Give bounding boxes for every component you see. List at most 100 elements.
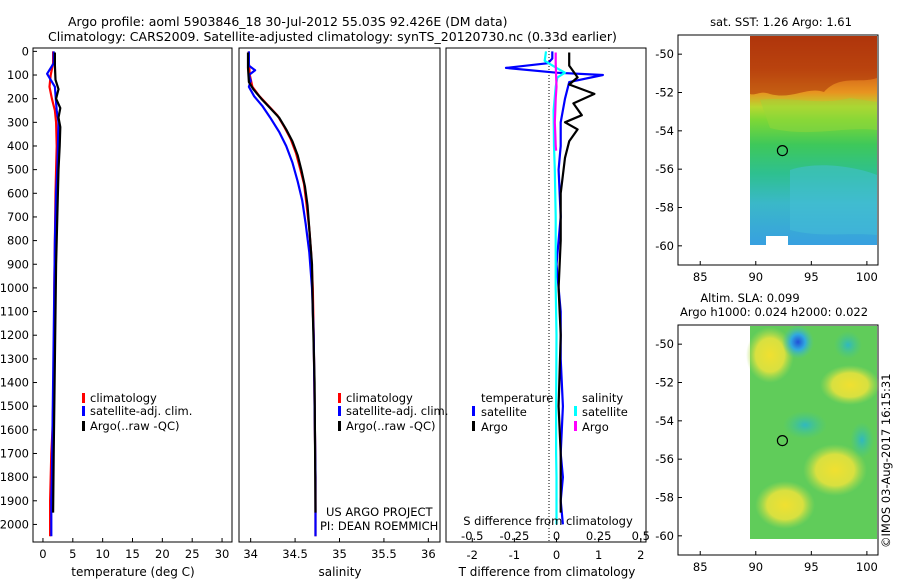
difference-s-ticks: -0.5 -0.25 0 0.25 0.5 [461,529,650,543]
t-difference-xlabel: T difference from climatology [458,565,636,579]
y-tick-label: 1800 [0,470,29,484]
series-line-argo-raw-qc [246,52,317,513]
lat-tick-label: -56 [655,452,674,466]
sla-blue-eddy [782,325,814,359]
y-tick-label: 1200 [0,328,29,342]
lon-tick-label: 90 [748,270,763,284]
sla-map-lat-ticks: -50 -52 -54 -56 -58 -60 [655,337,682,543]
y-tick-label: 600 [7,186,29,200]
y-tick-label: 500 [7,163,29,177]
sla-map-panel: Altim. SLA: 0.099 Argo h1000: 0.024 h200… [655,291,880,574]
x-tick-label: 15 [125,547,140,561]
legend-label-argo: Argo(..raw -QC) [90,419,180,433]
x-tick-label: 34.5 [282,547,308,561]
lon-tick-label: 95 [804,560,819,574]
x-tick-label: 5 [69,547,76,561]
salinity-panel: 34 34.5 35 35.5 36 salinity climatology sate… [238,47,448,579]
lat-tick-label: -52 [655,376,674,390]
x-tick-label: 35.5 [371,547,397,561]
lon-tick-label: 85 [693,560,708,574]
imos-credit: ©IMOS 03-Aug-2017 16:15:31 [879,373,893,548]
sst-map-title: sat. SST: 1.26 Argo: 1.61 [710,15,852,29]
sla-yellow-eddy [746,327,794,383]
y-tick-label: 1500 [0,399,29,413]
legend-swatch-sal-argo [574,421,577,431]
temperature-y-ticks: 0 100 200 300 400 500 600 700 800 900 1000 1100 1200… [0,44,37,531]
legend-label-satellite: satellite-adj. clim. [346,404,448,418]
y-tick-label: 1900 [0,494,29,508]
legend-swatch-temp-argo [472,421,475,431]
figure-title-line2: Climatology: CARS2009. Satellite-adjuste… [48,29,617,44]
x-tick-label: 25 [185,547,200,561]
legend-swatch-satellite [338,406,341,416]
lat-tick-label: -60 [655,239,674,253]
sla-yellow-eddy [820,365,880,405]
x-tick-label: 0 [553,548,560,562]
lat-tick-label: -54 [655,414,674,428]
legend-label-climatology: climatology [346,391,413,405]
sla-yellow-eddy [755,481,815,529]
salinity-x-ticks: 34 34.5 35 35.5 36 [243,538,436,561]
x-tick-label: 10 [95,547,110,561]
s-tick-label: 0 [553,529,560,543]
x-tick-label: 35 [332,547,347,561]
y-tick-label: 400 [7,139,29,153]
lat-tick-label: -56 [655,162,674,176]
sla-field [746,325,880,539]
sla-map-title: Altim. SLA: 0.099 [700,291,799,305]
y-tick-label: 0 [22,44,29,58]
sla-map-lon-ticks: 85 90 95 100 [693,551,878,574]
legend-swatch-argo [338,421,341,431]
y-tick-label: 1000 [0,281,29,295]
sla-teal-eddy [783,411,827,439]
s-tick-label: -0.25 [500,529,530,543]
y-tick-label: 300 [7,115,29,129]
legend-swatch-temp-satellite [472,406,475,416]
legend-swatch-climatology [82,393,85,403]
legend-label-sal-argo: Argo [582,420,609,434]
y-tick-label: 2000 [0,517,29,531]
series-line-satellite-adj-clim [45,51,60,537]
y-tick-label: 1600 [0,423,29,437]
lon-tick-label: 85 [693,270,708,284]
legend-label-argo: Argo(..raw -QC) [346,419,436,433]
legend-label-satellite: satellite-adj. clim. [90,404,192,418]
s-tick-label: 0.5 [632,529,650,543]
lon-tick-label: 95 [804,270,819,284]
temperature-xlabel: temperature (deg C) [71,565,194,579]
sst-green-patch [760,98,877,133]
x-tick-label: -1 [509,548,520,562]
lat-tick-label: -58 [655,201,674,215]
lat-tick-label: -50 [655,337,674,351]
x-tick-label: 36 [421,547,436,561]
y-tick-label: 100 [7,68,29,82]
legend-swatch-argo [82,421,85,431]
y-tick-label: 700 [7,210,29,224]
difference-panel: -2 -1 0 1 2 -0.5 -0.25 0 0.25 0.5 S difference f… [445,47,650,579]
legend-label-temp-argo: Argo [481,420,508,434]
lon-tick-label: 90 [748,560,763,574]
sla-map-subtitle: Argo h1000: 0.024 h2000: 0.022 [680,305,868,319]
legend-swatch-satellite [82,406,85,416]
temperature-frame [32,47,233,543]
salinity-series [246,51,317,537]
x-tick-label: 0 [39,547,46,561]
y-tick-label: 1100 [0,305,29,319]
y-tick-label: 900 [7,257,29,271]
s-tick-label: -0.5 [461,529,483,543]
lat-tick-label: -54 [655,124,674,138]
difference-series [504,51,605,525]
y-tick-label: 1400 [0,376,29,390]
sst-map-panel: sat. SST: 1.26 Argo: 1.61 -50-52-54-56-5… [655,15,879,284]
salinity-xlabel: salinity [318,565,361,579]
temperature-x-ticks: 0 5 10 15 20 25 30 [39,538,229,561]
float-position-marker [776,145,789,157]
sst-warm-patch [750,36,877,96]
project-credit-line2: PI: DEAN ROEMMICH [320,519,438,533]
salinity-frame [238,47,441,543]
legend-swatch-climatology [338,393,341,403]
difference-frame [445,47,647,543]
s-difference-label: S difference from climatology [463,514,633,528]
x-tick-label: 2 [637,548,644,562]
